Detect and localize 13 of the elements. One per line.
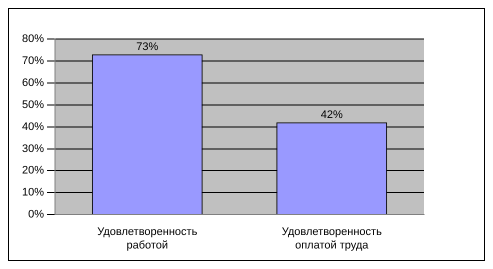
y-tick-label: 50% bbox=[22, 98, 44, 111]
y-tick-label: 30% bbox=[22, 142, 44, 155]
x-tick-label: Удовлетворенность оплатой труда bbox=[282, 226, 382, 252]
data-label: 73% bbox=[136, 40, 158, 53]
y-tick-label: 80% bbox=[22, 33, 44, 46]
y-tick-label: 20% bbox=[22, 164, 44, 177]
y-tick-label: 60% bbox=[22, 76, 44, 89]
y-tick-label: 70% bbox=[22, 54, 44, 67]
y-tick-label: 10% bbox=[22, 186, 44, 199]
y-tick-label: 40% bbox=[22, 120, 44, 133]
x-tick-label: Удовлетворенность работой bbox=[97, 226, 198, 252]
y-tick-label: 0% bbox=[28, 208, 44, 221]
data-label: 42% bbox=[320, 108, 343, 121]
